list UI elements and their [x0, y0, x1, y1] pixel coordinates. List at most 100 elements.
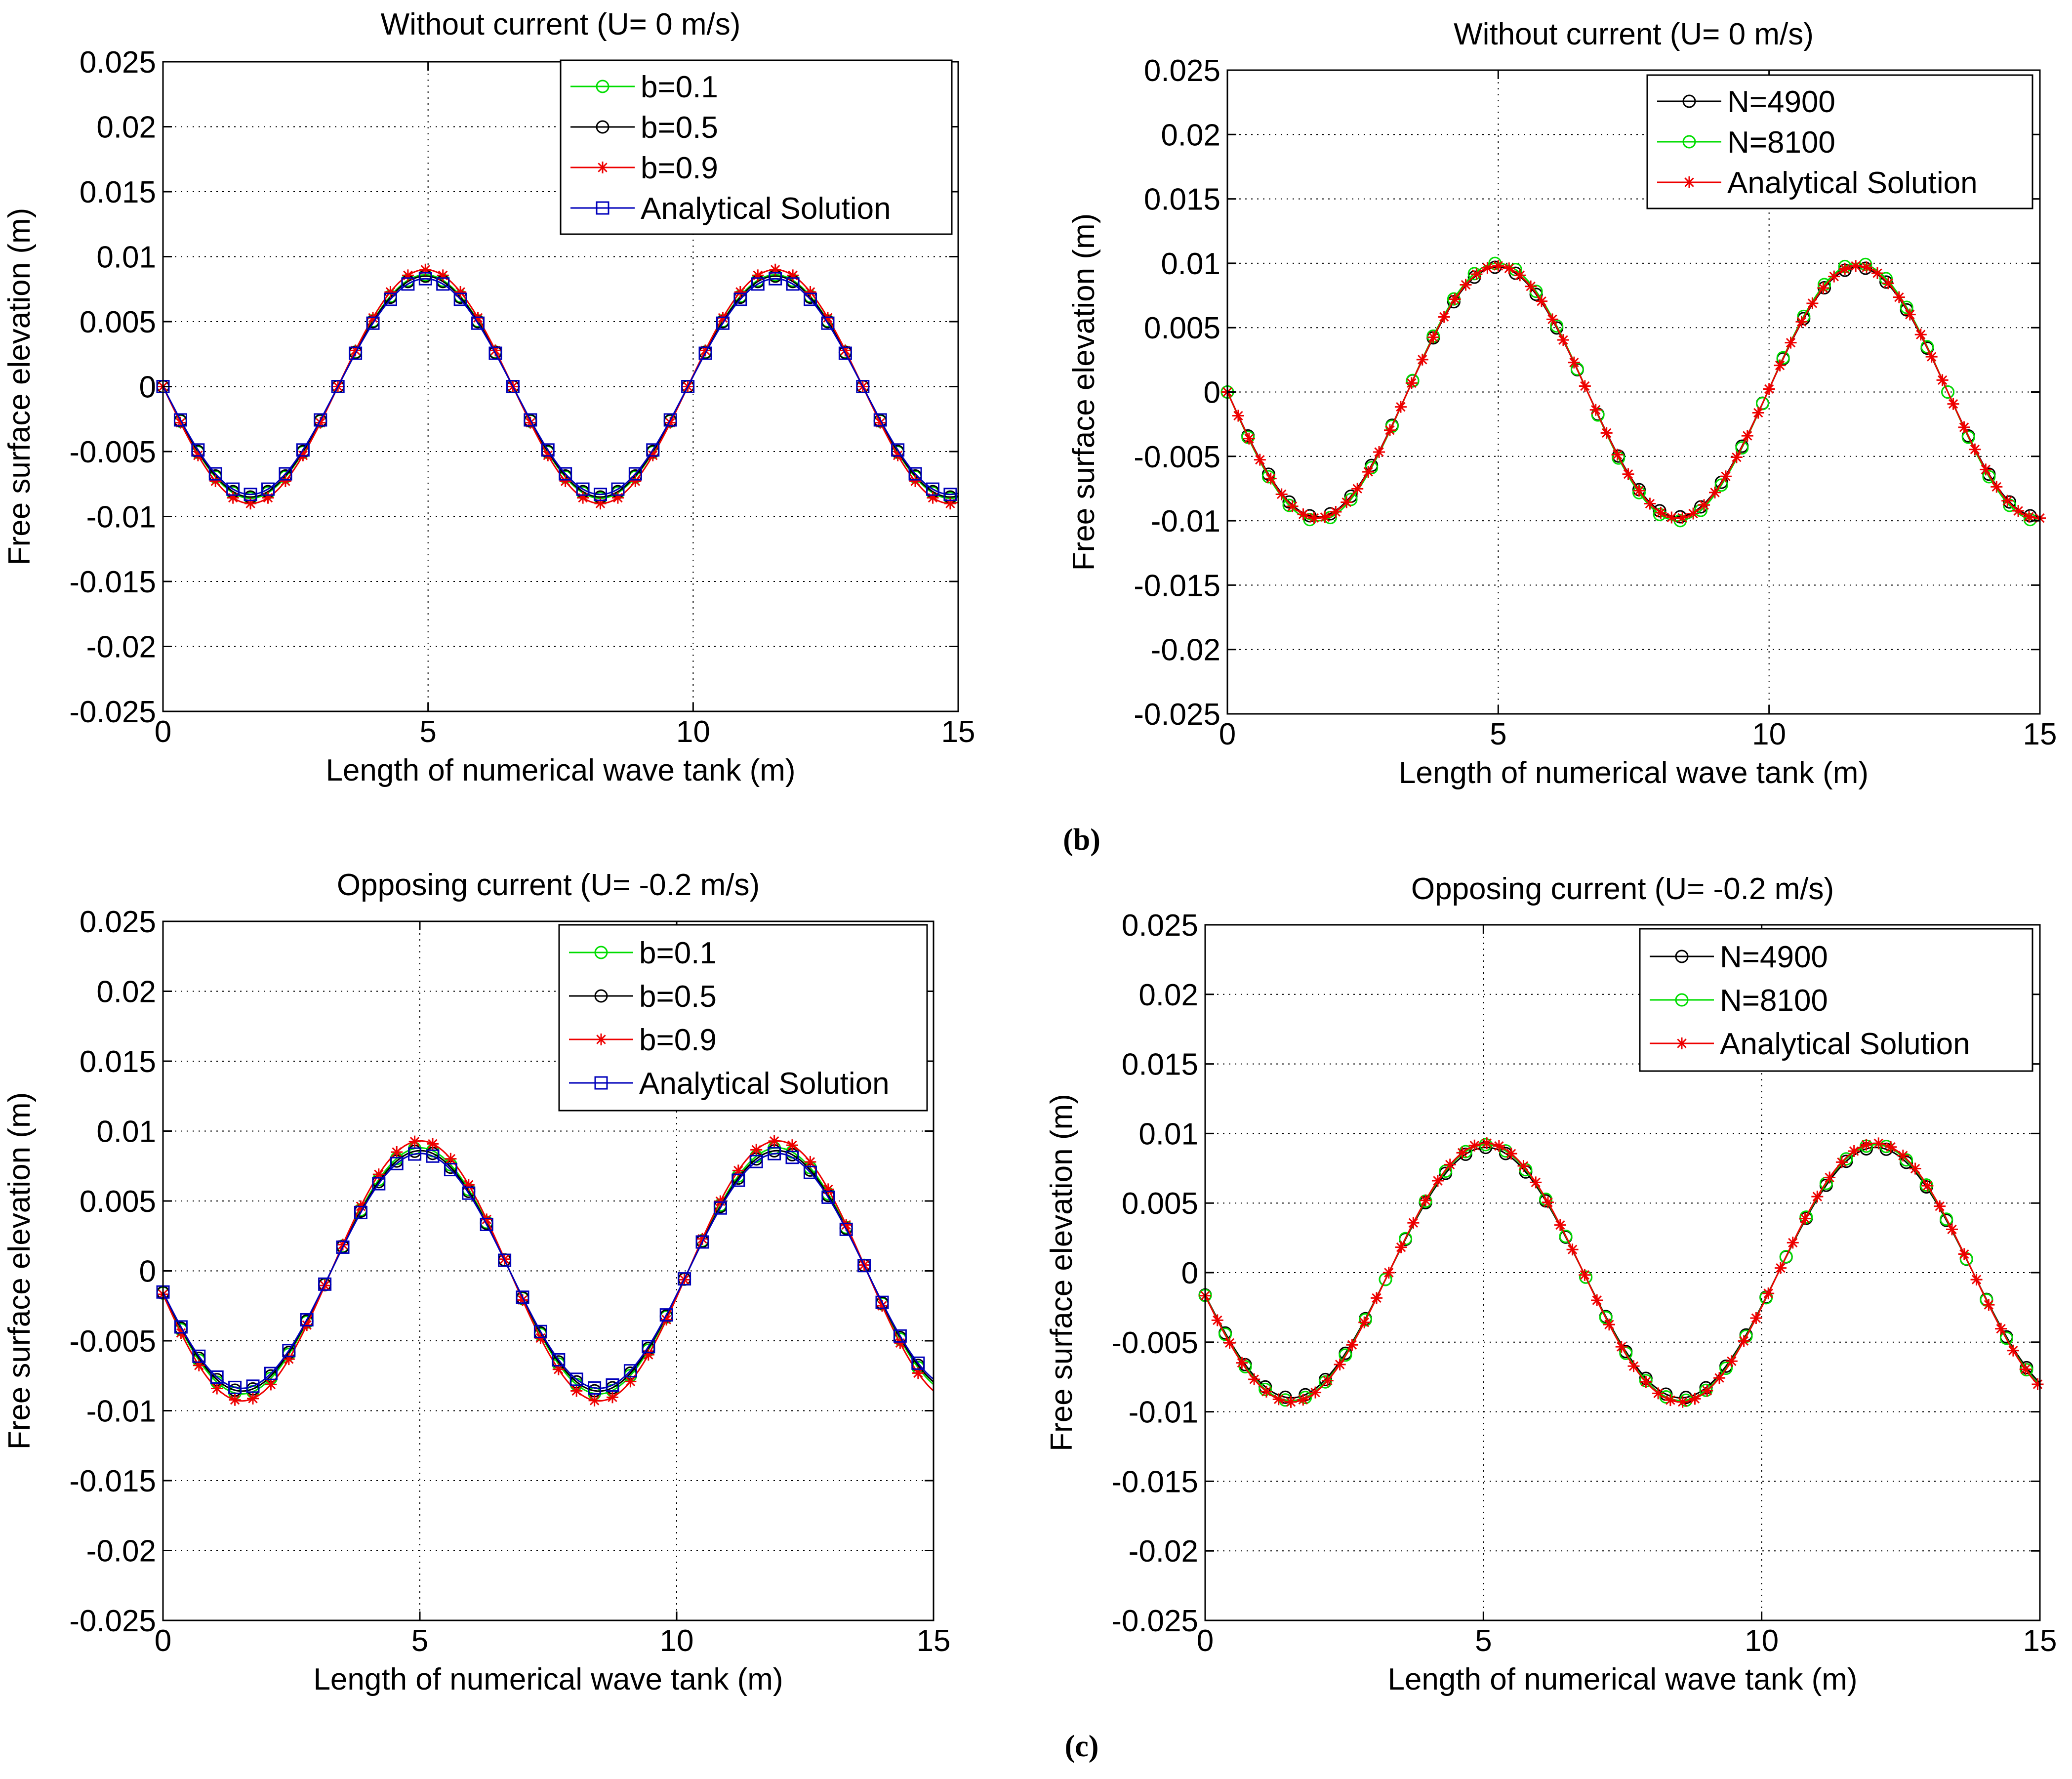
legend-label-b-0-5: b=0.5 [641, 111, 718, 145]
legend-label-analytical-solution: Analytical Solution [1720, 1027, 1970, 1061]
marker-b-0-9 [699, 344, 712, 357]
marker-analytical-solution [1481, 262, 1494, 274]
marker-b-0-9 [408, 1135, 421, 1148]
marker-analytical-solution [349, 346, 363, 360]
y-tick-label: 0.005 [1122, 1187, 1198, 1221]
marker-n-4900 [1879, 275, 1893, 289]
marker-analytical-solution [659, 1308, 673, 1322]
marker-analytical-solution [1698, 499, 1710, 511]
legend-label-n-4900: N=4900 [1727, 85, 1835, 119]
marker-b-0-9 [462, 1179, 475, 1191]
marker-analytical-solution [606, 1378, 619, 1392]
marker-n-8100 [1999, 1331, 2013, 1345]
marker-analytical-solution [264, 1366, 278, 1380]
marker-n-8100 [1219, 1327, 1232, 1341]
marker-analytical-solution [1983, 1299, 1995, 1311]
chart-title: Opposing current (U= -0.2 m/s) [1411, 872, 1834, 906]
marker-b-0-9 [927, 492, 939, 504]
y-tick-label: -0.025 [1134, 698, 1220, 732]
y-tick-label: -0.005 [69, 435, 156, 469]
x-tick-label: 5 [1490, 717, 1506, 751]
marker-analytical-solution [839, 1222, 853, 1236]
marker-analytical-solution [663, 413, 677, 427]
marker-n-8100 [1919, 1178, 1933, 1192]
marker-analytical-solution [1893, 291, 1905, 303]
x-tick-label: 15 [2023, 717, 2057, 751]
marker-b-0-9 [265, 1378, 277, 1391]
marker-analytical-solution [751, 277, 765, 291]
marker-analytical-solution [1427, 331, 1439, 343]
y-tick-label: -0.025 [69, 1604, 156, 1638]
marker-analytical-solution [749, 1155, 763, 1168]
marker-b-0-9 [283, 1353, 295, 1365]
marker-b-0-9 [517, 1294, 528, 1306]
marker-analytical-solution [1713, 1372, 1726, 1384]
marker-analytical-solution [1904, 308, 1916, 321]
marker-analytical-solution [226, 482, 240, 496]
y-axis-label: Free surface elevation (m) [1067, 213, 1101, 571]
marker-analytical-solution [1914, 329, 1927, 341]
marker-b-0-9 [193, 1359, 205, 1371]
marker-analytical-solution [453, 292, 467, 306]
marker-analytical-solution [1701, 1384, 1713, 1397]
marker-n-4900 [2023, 509, 2037, 523]
marker-analytical-solution [1236, 1357, 1248, 1369]
marker-analytical-solution [1655, 506, 1667, 519]
marker-analytical-solution [1885, 1141, 1897, 1153]
marker-b-0-9 [229, 1394, 241, 1406]
marker-analytical-solution [1416, 353, 1428, 366]
marker-analytical-solution [282, 1344, 296, 1358]
marker-analytical-solution [1514, 269, 1526, 282]
marker-b-0-9 [629, 475, 642, 487]
marker-analytical-solution [733, 292, 747, 306]
marker-n-8100 [1399, 1232, 1413, 1245]
marker-analytical-solution [541, 443, 555, 457]
marker-analytical-solution [1470, 268, 1483, 281]
marker-analytical-solution [1264, 472, 1277, 485]
y-tick-label: 0.005 [1144, 311, 1220, 345]
marker-analytical-solution [1275, 488, 1288, 500]
y-tick-label: -0.005 [1134, 440, 1220, 474]
marker-analytical-solution [436, 277, 450, 291]
marker-b-0-9 [437, 269, 449, 282]
marker-analytical-solution [1752, 407, 1764, 419]
x-tick-label: 15 [941, 715, 975, 749]
y-tick-label: -0.025 [1111, 1604, 1198, 1638]
marker-n-8100 [1406, 373, 1420, 387]
marker-analytical-solution [594, 488, 607, 501]
marker-analytical-solution [569, 1372, 583, 1386]
marker-b-0-9 [876, 1300, 888, 1312]
y-tick-label: 0 [139, 371, 156, 405]
marker-analytical-solution [533, 1324, 547, 1338]
marker-n-8100 [1779, 1250, 1793, 1264]
marker-analytical-solution [1341, 496, 1353, 508]
marker-b-0-9 [660, 1314, 673, 1326]
marker-analytical-solution [1738, 1335, 1750, 1347]
marker-analytical-solution [471, 316, 485, 330]
marker-analytical-solution [1254, 454, 1266, 466]
marker-b-0-9 [209, 475, 222, 487]
marker-analytical-solution [1882, 277, 1894, 290]
marker-b-0-9 [559, 475, 571, 487]
y-tick-label: 0.015 [80, 1045, 156, 1079]
marker-analytical-solution [2023, 510, 2035, 523]
marker-b-0-9 [419, 263, 432, 276]
marker-analytical-solution [1384, 424, 1396, 436]
marker-n-4900 [1282, 495, 1296, 509]
marker-analytical-solution [1566, 1243, 1579, 1256]
x-tick-label: 5 [1475, 1624, 1492, 1658]
marker-analytical-solution [1872, 1137, 1885, 1150]
legend-marker-b-0-9 [595, 1034, 607, 1045]
marker-analytical-solution [1644, 497, 1656, 510]
marker-n-8100 [2023, 513, 2037, 527]
marker-n-8100 [1358, 1313, 1372, 1326]
marker-analytical-solution [1260, 1385, 1272, 1398]
legend-box [558, 924, 928, 1112]
y-tick-label: 0.025 [80, 45, 156, 80]
marker-analytical-solution [480, 1217, 493, 1231]
marker-analytical-solution [1438, 311, 1450, 323]
marker-analytical-solution [875, 1295, 889, 1309]
chart-title: Without current (U= 0 m/s) [381, 7, 741, 41]
marker-n-8100 [1839, 1152, 1853, 1166]
marker-analytical-solution [1568, 356, 1580, 369]
